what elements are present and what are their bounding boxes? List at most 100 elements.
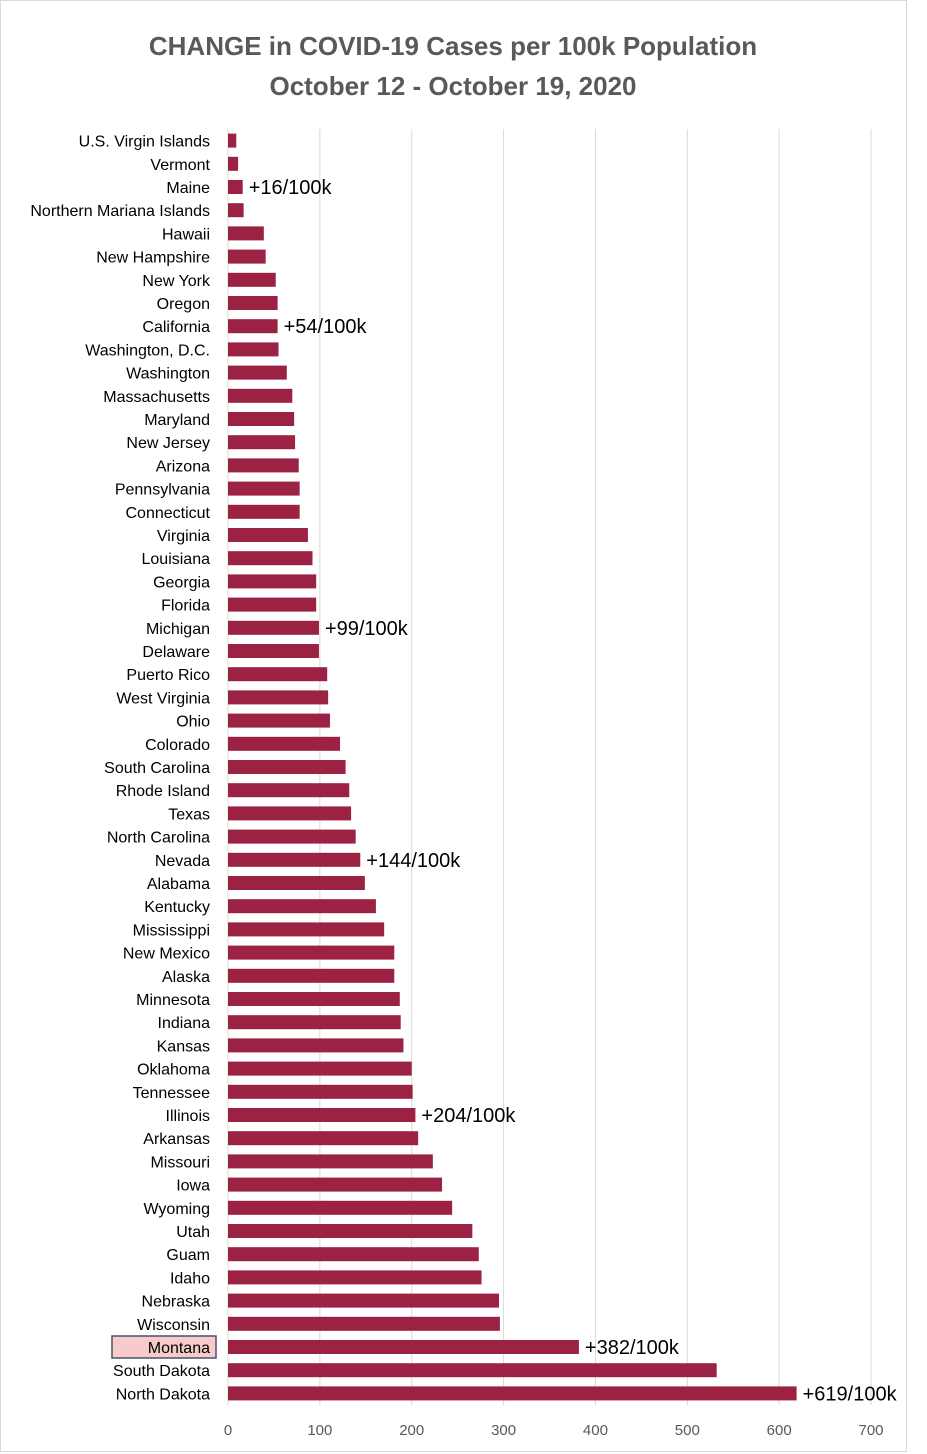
category-label: Montana	[148, 1340, 210, 1357]
category-label: Washington	[126, 366, 210, 383]
category-label: Guam	[166, 1247, 210, 1264]
category-label: Kansas	[157, 1038, 210, 1055]
category-label: Maine	[166, 180, 210, 197]
category-label: New Mexico	[123, 946, 210, 963]
category-label: U.S. Virgin Islands	[79, 134, 210, 151]
x-tick-label: 100	[307, 1422, 332, 1439]
bar	[228, 365, 287, 380]
category-label: Indiana	[158, 1015, 211, 1032]
x-tick-labels: 0 100 200 300 400 500 600 700	[224, 1422, 884, 1439]
bar	[228, 133, 237, 148]
highlight-box	[111, 1335, 217, 1359]
category-label: Alabama	[147, 876, 210, 893]
category-label: New Jersey	[126, 435, 210, 452]
bars	[228, 133, 797, 1401]
category-label: North Carolina	[107, 830, 210, 847]
bar	[228, 1131, 419, 1146]
category-label: Vermont	[150, 157, 210, 174]
category-label: New Hampshire	[96, 250, 210, 267]
bar	[228, 620, 319, 635]
bar	[228, 1340, 579, 1354]
category-label: Arkansas	[143, 1131, 210, 1148]
bar	[228, 1247, 479, 1262]
category-label: Nevada	[155, 853, 210, 870]
category-label: Michigan	[146, 621, 210, 638]
category-label: Northern Mariana Islands	[30, 203, 210, 220]
bar	[228, 876, 365, 890]
category-label: Puerto Rico	[126, 667, 210, 684]
bar	[228, 481, 300, 496]
category-label: Texas	[168, 806, 210, 823]
category-label: Massachusetts	[103, 389, 210, 406]
category-label: Colorado	[145, 737, 210, 754]
bar	[228, 968, 395, 983]
category-label: Tennessee	[133, 1085, 210, 1102]
category-label: Minnesota	[136, 992, 210, 1009]
chart-title: CHANGE in COVID-19 Cases per 100k Popula…	[149, 31, 757, 61]
category-label: Oregon	[157, 296, 210, 313]
bar	[228, 1224, 473, 1238]
bar	[228, 736, 341, 751]
bar	[228, 597, 317, 612]
bar	[228, 574, 317, 589]
category-label: Idaho	[170, 1270, 210, 1287]
bar	[228, 249, 266, 264]
category-label: Mississippi	[133, 922, 210, 939]
bar	[228, 528, 308, 542]
annotation-label: +99/100k	[325, 618, 409, 640]
bar	[228, 296, 278, 310]
annotation-label: +144/100k	[366, 850, 461, 872]
bar	[228, 388, 293, 403]
bar	[228, 156, 239, 171]
category-label: Delaware	[142, 644, 210, 661]
bar	[228, 852, 361, 867]
bar	[228, 806, 352, 821]
category-label: Louisiana	[142, 551, 211, 568]
category-label: Nebraska	[142, 1294, 211, 1311]
bar	[228, 1293, 499, 1308]
bar	[228, 644, 319, 658]
category-label: Oklahoma	[137, 1062, 210, 1079]
bar	[228, 760, 346, 774]
bar	[228, 1316, 500, 1331]
bar	[228, 435, 296, 450]
category-label: Kentucky	[144, 899, 210, 916]
category-label: Hawaii	[162, 226, 210, 243]
category-label: Florida	[161, 598, 210, 615]
category-label: Alaska	[162, 969, 210, 986]
bar	[228, 342, 279, 357]
category-label: Utah	[176, 1224, 210, 1241]
bar	[228, 272, 276, 287]
category-label: California	[142, 319, 210, 336]
category-label: Georgia	[153, 574, 210, 591]
annotation-label: +382/100k	[585, 1337, 680, 1359]
x-tick-label: 700	[859, 1422, 884, 1439]
category-label: Rhode Island	[116, 783, 210, 800]
annotation-label: +16/100k	[249, 177, 333, 199]
bar	[228, 180, 243, 194]
category-label: Wisconsin	[137, 1317, 210, 1334]
bar	[228, 922, 385, 937]
bar	[228, 226, 264, 241]
annotations: +16/100k +54/100k +99/100k +144/100k +204/10…	[249, 177, 898, 1405]
bar	[228, 319, 278, 334]
bar	[228, 412, 295, 426]
bar	[228, 783, 350, 798]
bar	[228, 1038, 404, 1053]
bar	[228, 1108, 416, 1122]
category-label: Missouri	[150, 1154, 210, 1171]
bar	[228, 667, 328, 682]
category-labels: U.S. Virgin Islands Vermont Maine Northern …	[30, 134, 217, 1403]
chart-subtitle: October 12 - October 19, 2020	[269, 71, 636, 101]
annotation-label: +54/100k	[284, 316, 368, 338]
bar	[228, 829, 356, 844]
bar	[228, 899, 376, 914]
bar	[228, 1363, 717, 1378]
category-label: Ohio	[176, 714, 210, 731]
category-label: Washington, D.C.	[85, 342, 210, 359]
bar	[228, 1270, 482, 1285]
category-label: South Carolina	[104, 760, 210, 777]
category-label: Maryland	[144, 412, 210, 429]
bar	[228, 1177, 443, 1192]
category-label: Connecticut	[126, 505, 211, 522]
